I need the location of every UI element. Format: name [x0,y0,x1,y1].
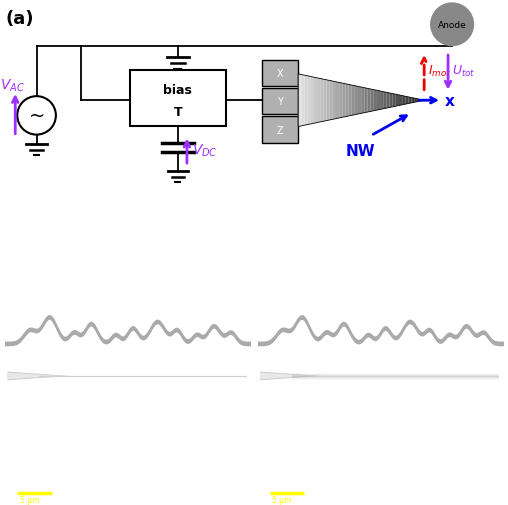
Polygon shape [399,96,402,106]
Polygon shape [308,77,311,125]
Polygon shape [348,85,352,117]
Polygon shape [390,94,393,108]
Polygon shape [396,95,399,107]
Circle shape [431,4,473,46]
Polygon shape [367,89,371,113]
Polygon shape [324,80,327,122]
Polygon shape [333,82,336,120]
Circle shape [17,97,56,135]
Text: Y: Y [277,97,283,107]
Polygon shape [8,372,69,381]
Polygon shape [377,91,380,111]
Text: Z: Z [276,125,283,135]
FancyBboxPatch shape [130,71,226,126]
Polygon shape [345,84,348,117]
Polygon shape [371,90,374,112]
Text: X: X [276,69,283,79]
Polygon shape [411,98,415,104]
Polygon shape [415,99,418,103]
FancyBboxPatch shape [262,61,298,87]
Polygon shape [402,96,405,106]
Polygon shape [336,83,339,119]
Text: Anode: Anode [438,21,466,30]
Polygon shape [380,92,383,110]
Polygon shape [311,77,314,125]
Text: $I_{mot}$: $I_{mot}$ [428,64,451,79]
Text: 5 μm: 5 μm [272,495,292,504]
Polygon shape [339,83,342,119]
Text: (a): (a) [5,10,34,28]
Text: (c): (c) [270,472,293,487]
Polygon shape [260,372,322,381]
FancyBboxPatch shape [262,117,298,143]
Polygon shape [327,81,330,121]
Polygon shape [298,75,301,127]
Polygon shape [330,81,333,121]
Text: T: T [174,106,182,119]
Polygon shape [421,100,424,102]
Text: (b): (b) [17,472,42,487]
Text: NW: NW [346,144,375,159]
Polygon shape [301,75,304,127]
Polygon shape [418,99,421,103]
Text: $V_{DC}$: $V_{DC}$ [192,142,218,159]
Polygon shape [260,373,311,379]
Polygon shape [387,93,390,109]
Polygon shape [405,97,408,105]
Polygon shape [8,373,59,379]
Polygon shape [342,84,345,118]
Polygon shape [374,90,377,112]
Polygon shape [317,79,320,123]
Text: ~: ~ [28,107,45,126]
FancyBboxPatch shape [262,89,298,115]
Polygon shape [355,86,358,116]
Polygon shape [383,92,387,110]
Polygon shape [408,98,411,104]
Polygon shape [352,86,355,116]
Polygon shape [304,76,308,126]
Text: $V_{AC}$: $V_{AC}$ [0,77,25,93]
Polygon shape [320,79,324,123]
Polygon shape [364,88,367,114]
Polygon shape [393,94,396,108]
Text: 5 μm: 5 μm [20,495,39,504]
Text: x: x [444,93,454,109]
Polygon shape [361,88,364,114]
Text: bias: bias [164,83,192,96]
Polygon shape [314,78,317,124]
Text: $U_{tot}$: $U_{tot}$ [452,64,476,79]
Polygon shape [358,87,361,115]
